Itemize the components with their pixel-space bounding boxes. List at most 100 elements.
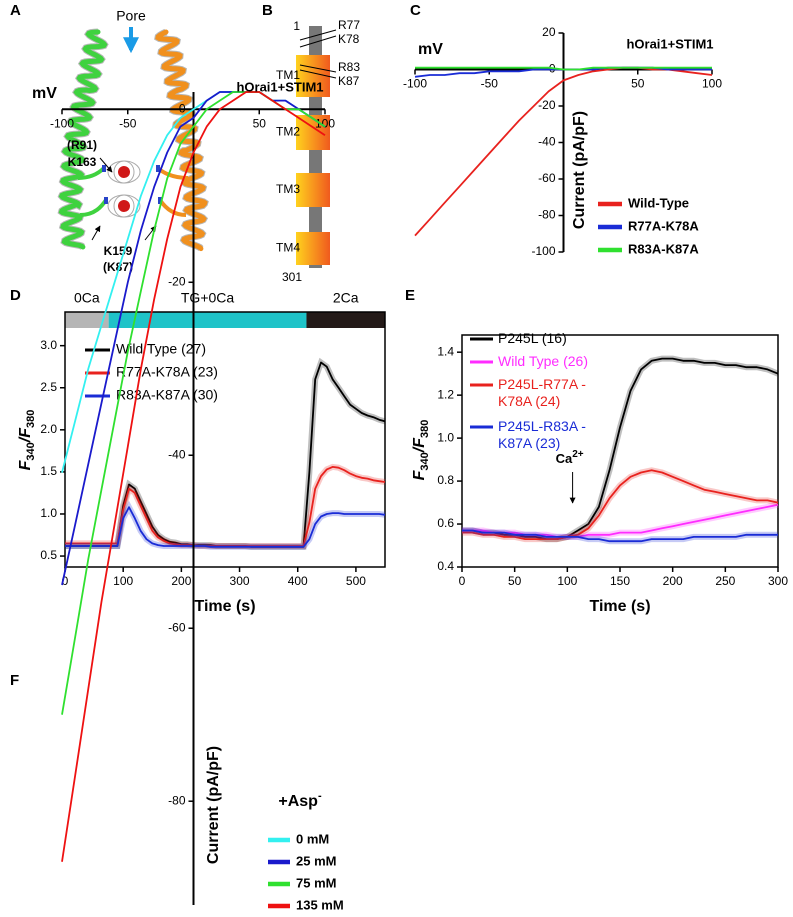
x-tick-label: 50 [253,116,267,130]
legend-label: R83A-K87A (30) [116,387,218,403]
text-part: - [318,790,322,802]
residue-pointer [299,64,337,73]
y-tick-label: 0.6 [437,516,454,530]
x-tick-label: 150 [610,574,630,588]
legend-label: R77A-K78A (23) [116,364,218,380]
x-tick-label: 300 [768,574,788,588]
legend-label: 0 mM [296,831,329,846]
condition-bar [108,312,307,328]
text-part: F [17,459,34,470]
pointer [91,225,101,241]
x-tick-label: 100 [113,574,133,588]
legend-label: 135 mM [296,897,344,912]
series-line [415,66,712,71]
panel-label: E [405,287,415,304]
legend-label: R83A-K87A [628,241,699,256]
plot-frame [64,311,386,568]
density-mesh [113,160,135,184]
x-tick-label: 500 [346,574,366,588]
condition-label: 0Ca [74,290,100,306]
y-tick-label: 0.5 [40,548,57,562]
x-tick-label: 0 [459,574,466,588]
legend-title: +Asp- [278,790,322,810]
y-tick-label: -60 [168,620,186,634]
residue-pointer [299,69,337,79]
legend-box: P245L (16) [498,330,567,346]
text-part: 380 [25,410,37,428]
x-axis-label: mV [418,41,443,58]
terminus-label: 301 [282,270,302,284]
condition-label: 2Ca [333,290,359,306]
legend-label: Wild Type (26) [498,353,588,369]
x-tick-label: 100 [557,574,577,588]
tm-label: TM1 [276,68,300,82]
annotation: Ca2+ [556,449,584,467]
residue-label: K159 [104,244,133,258]
y-tick-label: -100 [531,244,555,258]
legend-label: R77A-K78A [628,218,699,233]
y-tick-label: -40 [538,135,556,149]
ion [118,166,130,178]
x-tick-label: 200 [171,574,191,588]
tm-segment [296,55,330,97]
legend-label: P245L (16) [498,330,567,346]
legend-label: 75 mM [296,875,336,890]
x-tick-label: -100 [403,77,427,91]
legend-box: P245L-R77A -K78A (24) [498,376,586,409]
y-tick-label: 2.0 [40,422,57,436]
legend-label: Wild-Type [628,195,689,210]
text-part: +Asp [278,793,318,810]
y-tick-label: 1.0 [40,506,57,520]
panel-label: D [10,287,21,304]
series-line [462,503,779,538]
panel-label: F [10,672,19,689]
annotation: hOrai1+STIM1 [236,79,323,94]
series-line [61,91,326,862]
y-tick-label: 0.4 [437,559,454,573]
legend-box: P245L-R83A -K87A (23) [498,418,586,451]
x-tick-label: 200 [663,574,683,588]
x-tick-label: 300 [230,574,250,588]
residue-label: K78 [338,32,360,46]
text-part: Ca [556,451,573,466]
x-tick-label: 100 [315,116,335,130]
x-tick-label: 250 [715,574,735,588]
residue-label: K87 [338,74,360,88]
x-tick-label: -100 [50,116,74,130]
tm-label: TM3 [276,182,300,196]
y-tick-label: 1.4 [437,344,454,358]
pointer [99,157,113,173]
x-tick-label: 400 [288,574,308,588]
x-axis-label: Time (s) [194,598,255,615]
x-tick-label: 50 [631,77,645,91]
helix [58,29,108,250]
y-axis-label: Current (pA/pF) [205,746,222,864]
x-tick-label: 100 [702,77,722,91]
residue-label: R83 [338,60,360,74]
legend-box: Wild Type (26) [498,353,588,369]
y-tick-label: -20 [538,98,556,112]
series-line [65,506,386,548]
text-part: /F [17,427,34,443]
terminus-label: 1 [293,19,300,33]
side-chain [102,165,106,172]
pore-label: Pore [116,8,146,24]
y-tick-label: 1.5 [40,464,57,478]
y-tick-label: -20 [168,274,186,288]
y-axis-label: F340/F380 [17,410,37,471]
x-tick-label: -50 [119,116,137,130]
tm-segment [296,173,330,207]
y-tick-label: -80 [168,793,186,807]
y-tick-label: 0.8 [437,473,454,487]
ion [118,200,130,212]
residue-label: (K87) [103,260,133,274]
panel-label: A [10,2,21,19]
helix [155,29,208,252]
y-tick-label: 1.2 [437,387,454,401]
text-part: 380 [419,420,431,438]
text-part: /F [411,437,428,453]
condition-bar [65,312,109,328]
side-chain [158,197,162,204]
residue-label: (R91) [67,138,97,152]
